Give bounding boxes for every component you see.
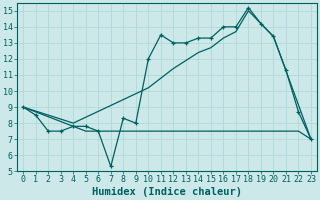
X-axis label: Humidex (Indice chaleur): Humidex (Indice chaleur) (92, 187, 242, 197)
